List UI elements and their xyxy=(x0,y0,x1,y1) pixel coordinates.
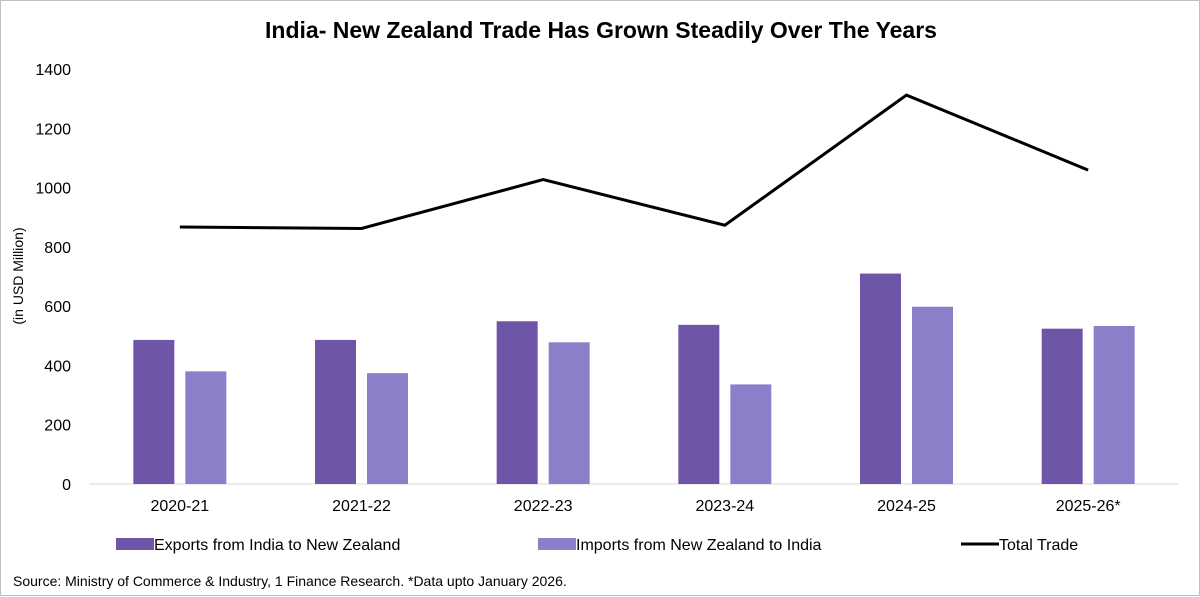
export-bar xyxy=(496,321,538,484)
import-bar xyxy=(912,306,953,484)
source-note: Source: Ministry of Commerce & Industry,… xyxy=(13,573,567,589)
legend-swatch xyxy=(538,538,576,550)
x-tick-label: 2024-25 xyxy=(877,498,936,515)
y-tick-label: 200 xyxy=(44,418,71,435)
legend-label: Exports from India to New Zealand xyxy=(154,537,400,554)
y-tick-label: 800 xyxy=(44,240,71,257)
x-tick-label: 2025-26* xyxy=(1056,498,1121,515)
x-tick-label: 2022-23 xyxy=(514,498,573,515)
x-tick-label: 2020-21 xyxy=(150,498,209,515)
export-bar xyxy=(1041,328,1083,484)
x-axis-ticks: 2020-21 2021-22 2022-23 2023-24 2024-25 2025-… xyxy=(150,498,1120,515)
import-bar xyxy=(548,342,590,484)
legend-label: Total Trade xyxy=(999,537,1078,554)
legend-label: Imports from New Zealand to India xyxy=(576,537,822,554)
export-bar xyxy=(860,273,901,484)
y-tick-label: 1000 xyxy=(35,181,71,198)
chart-title: India- New Zealand Trade Has Grown Stead… xyxy=(265,17,937,43)
import-bar xyxy=(730,384,772,484)
y-axis-label: (in USD Million) xyxy=(10,227,26,324)
export-bar xyxy=(133,339,175,484)
total-trade-line xyxy=(179,93,1089,230)
legend: Exports from India to New Zealand Imports… xyxy=(116,537,1078,554)
y-tick-label: 1400 xyxy=(35,62,71,79)
y-tick-label: 1200 xyxy=(35,121,71,138)
y-tick-label: 0 xyxy=(62,477,71,494)
import-bar xyxy=(185,371,227,484)
y-tick-label: 600 xyxy=(44,299,71,316)
y-axis-ticks: 0 200 400 600 800 1000 1200 1400 xyxy=(35,62,71,494)
export-bar xyxy=(678,324,720,484)
export-bar xyxy=(315,339,356,484)
x-tick-label: 2021-22 xyxy=(332,498,391,515)
bar-series xyxy=(133,273,1135,484)
line-series xyxy=(179,93,1089,230)
import-bar xyxy=(367,373,408,484)
x-tick-label: 2023-24 xyxy=(695,498,754,515)
legend-swatch xyxy=(116,538,154,550)
import-bar xyxy=(1093,326,1135,484)
y-tick-label: 400 xyxy=(44,358,71,375)
